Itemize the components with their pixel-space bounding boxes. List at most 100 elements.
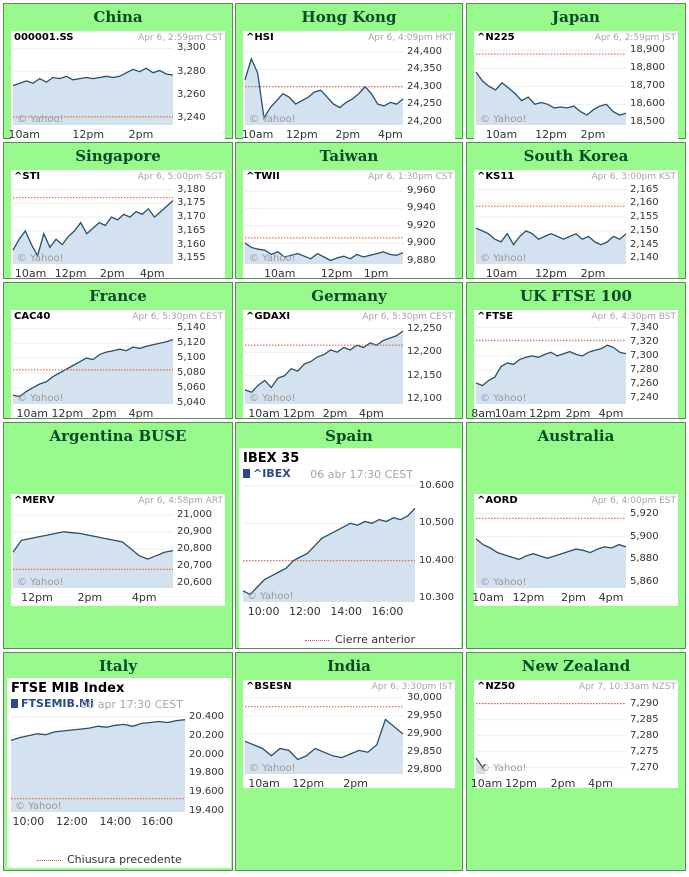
price-plot: © Yahoo! — [244, 190, 404, 264]
yahoo-watermark: © Yahoo! — [249, 253, 296, 264]
price-area — [13, 339, 173, 404]
price-line — [12, 200, 174, 258]
symbol-label: ^N225 — [477, 32, 515, 43]
price-area — [13, 68, 173, 125]
timestamp: Apr 6, 4:30pm BST — [591, 312, 676, 322]
price-area — [11, 719, 185, 812]
price-plot: © Yahoo! — [12, 47, 174, 125]
y-tick-label: 20.400 — [189, 710, 224, 722]
y-tick-label: 19.800 — [189, 767, 224, 779]
timestamp: Apr 6, 4:00pm EST — [591, 496, 676, 506]
y-tick-label: 5,880 — [630, 553, 659, 565]
symbol-label: ^GDAXI — [246, 311, 291, 322]
price-plot: © Yahoo! — [475, 49, 627, 125]
x-tick-label: 10am — [485, 128, 518, 141]
x-tick-label: 10am — [248, 777, 280, 790]
x-tick-label: 10am — [494, 407, 527, 420]
chart-title: FTSE MIB Index — [11, 681, 125, 696]
x-tick-label: 12pm — [51, 407, 84, 420]
chart-panel: ^AORD Apr 6, 4:00pm EST © Yahoo! 5,920 5,900… — [472, 494, 678, 606]
market-cell-spain: Spain IBEX 35 ^IBEX 06 abr 17:30 CEST Cierre… — [235, 422, 463, 649]
y-tick-label: 18,900 — [630, 44, 665, 56]
y-tick-label: 7,285 — [630, 713, 659, 725]
price-line — [475, 344, 627, 387]
x-tick-label: 14:00 — [99, 815, 132, 828]
price-area — [476, 538, 626, 588]
x-tick-label: 12pm — [72, 128, 105, 141]
y-tick-label: 21,000 — [177, 508, 212, 520]
price-plot: © Yahoo! — [475, 189, 627, 264]
chart-panel: IBEX 35 ^IBEX 06 abr 17:30 CEST Cierre ante… — [239, 448, 461, 648]
price-plot: © Yahoo! — [475, 513, 627, 588]
yahoo-watermark: © Yahoo! — [17, 393, 64, 404]
region-heading: Taiwan — [319, 147, 379, 165]
market-cell-japan: Japan ^N225 Apr 6, 2:59pm JST © Yahoo! 18,90… — [466, 3, 686, 141]
price-plot: © Yahoo! — [475, 327, 627, 404]
y-tick-label: 19.400 — [189, 805, 224, 817]
y-tick-label: 18,800 — [630, 62, 665, 74]
x-tick-label: 2pm — [343, 777, 368, 790]
x-tick-label: 2pm — [91, 407, 117, 420]
x-tick-label: 2pm — [322, 407, 348, 420]
y-tick-label: 12,150 — [407, 369, 442, 381]
y-tick-label: 20.000 — [189, 748, 224, 760]
y-tick-label: 3,280 — [177, 65, 206, 77]
region-heading: France — [89, 287, 147, 305]
symbol-label: ^AORD — [477, 495, 518, 506]
x-tick-label: 1pm — [363, 267, 389, 280]
y-tick-label: 3,170 — [177, 211, 206, 223]
x-tick-label: 14:00 — [330, 605, 363, 618]
chart-panel: ^BSESN Apr 6, 3:30pm IST © Yahoo! 30,000 29,… — [243, 680, 455, 790]
y-tick-label: 10.400 — [419, 554, 454, 566]
y-tick-label: 7,290 — [630, 697, 659, 709]
market-cell-france: France CAC40 Apr 6, 5:30pm CEST © Yahoo! 5,1… — [3, 282, 233, 420]
legend-swatch — [37, 859, 61, 861]
legend-swatch — [305, 639, 329, 641]
chart-panel: ^MERV Apr 6, 4:58pm ART © Yahoo! 21,000 20,9… — [11, 494, 225, 606]
x-tick-label: 10am — [248, 407, 280, 420]
timestamp: Apr 7, 10:33am NZST — [578, 682, 676, 692]
chart-panel: ^N225 Apr 6, 2:59pm JST © Yahoo! 18,900 18,8… — [474, 31, 678, 141]
region-heading: Australia — [537, 427, 615, 445]
y-tick-label: 29,800 — [407, 764, 442, 776]
yahoo-watermark: © Yahoo! — [480, 114, 527, 125]
price-line — [10, 719, 186, 742]
price-line — [475, 757, 486, 769]
region-heading: China — [93, 8, 143, 26]
timestamp: Apr 6, 5:00pm SGT — [137, 172, 223, 182]
x-tick-label: 16:00 — [371, 605, 404, 618]
region-heading: South Korea — [523, 147, 629, 165]
market-cell-italy: Italy FTSE MIB Index FTSEMIB.MI 06 apr 17:3… — [3, 652, 233, 871]
price-line — [12, 67, 174, 87]
y-tick-label: 12,100 — [407, 393, 442, 405]
symbol-label: ^NZ50 — [477, 681, 515, 692]
price-plot: © Yahoo! — [12, 327, 174, 404]
chart-panel: ^HSI Apr 6, 4:09pm HKT © Yahoo! 24,400 24,35… — [242, 31, 455, 141]
x-tick-label: 12pm — [512, 591, 545, 604]
y-tick-label: 3,300 — [177, 42, 206, 54]
y-tick-label: 7,260 — [630, 378, 659, 390]
y-tick-label: 10.600 — [419, 479, 454, 491]
price-plot: © Yahoo! — [10, 716, 186, 812]
market-cell-taiwan: Taiwan ^TWII Apr 6, 1:30pm CST © Yahoo! 9,96… — [235, 142, 463, 280]
symbol-label: ^STI — [14, 171, 41, 182]
x-tick-label: 4pm — [378, 128, 403, 141]
y-tick-label: 5,860 — [630, 576, 659, 588]
yahoo-watermark: © Yahoo! — [480, 763, 527, 774]
x-tick-label: 12:00 — [289, 605, 321, 618]
y-tick-label: 24,350 — [407, 63, 442, 75]
y-tick-label: 7,275 — [630, 745, 659, 757]
chart-panel: CAC40 Apr 6, 5:30pm CEST © Yahoo! 5,140 5,12… — [11, 310, 225, 420]
x-tick-label: 12pm — [54, 267, 87, 280]
yahoo-watermark: © Yahoo! — [17, 577, 64, 588]
x-tick-label: 2pm — [550, 777, 576, 790]
market-cell-hong-kong: Hong Kong ^HSI Apr 6, 4:09pm HKT © Yahoo! 24… — [235, 3, 463, 141]
x-tick-label: 10am — [264, 267, 296, 280]
region-heading: Germany — [311, 287, 387, 305]
x-tick-label: 10:00 — [247, 605, 280, 618]
region-heading: UK FTSE 100 — [520, 287, 632, 305]
symbol-label: ^FTSE — [477, 311, 514, 322]
x-tick-label: 2pm — [128, 128, 154, 141]
x-tick-label: 4pm — [598, 407, 624, 420]
y-tick-label: 7,270 — [630, 761, 659, 773]
